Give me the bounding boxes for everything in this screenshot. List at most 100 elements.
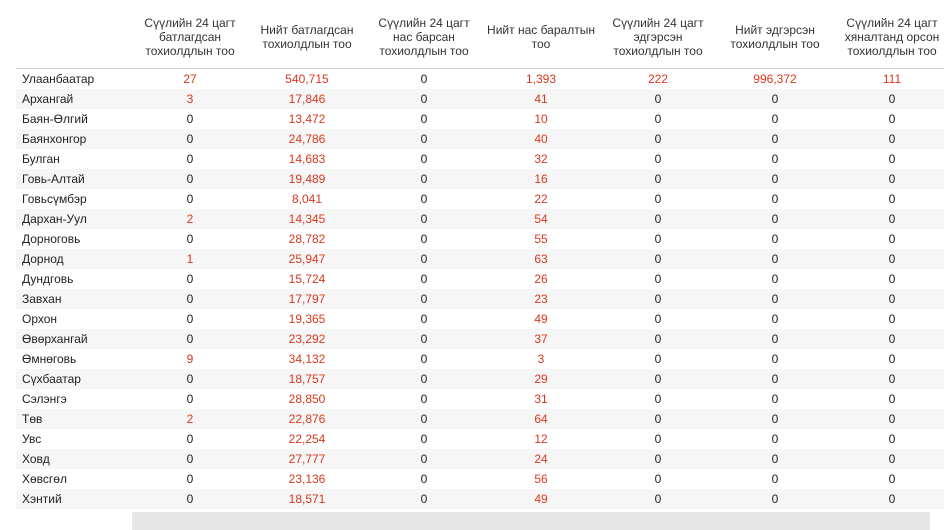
cell-value: 0: [771, 392, 779, 406]
cell-value: 0: [654, 332, 662, 346]
cell-value: 996,372: [753, 72, 797, 86]
cell-value: 0: [186, 272, 194, 286]
cell-value: 34,132: [288, 352, 326, 366]
cell-value: 0: [888, 232, 896, 246]
cell-value: 0: [888, 332, 896, 346]
region-name: Говь-Алтай: [22, 172, 85, 186]
region-name: Ховд: [22, 452, 50, 466]
cell-value: 0: [771, 252, 779, 266]
cell-value: 0: [888, 132, 896, 146]
cell-value: 0: [888, 152, 896, 166]
table-row: Дархан-Уул 2 14,345 0 54 0 0 0: [16, 209, 944, 229]
table-row: Сүхбаатар 0 18,757 0 29 0 0 0: [16, 369, 944, 389]
column-header: Сүүлийн 24 цагт батлагдсан тохиолдлын то…: [144, 16, 236, 58]
cell-value: 0: [420, 352, 428, 366]
cell-value: 0: [186, 432, 194, 446]
cell-value: 0: [654, 232, 662, 246]
cell-value: 0: [888, 252, 896, 266]
cell-value: 3: [186, 92, 194, 106]
cell-value: 0: [420, 232, 428, 246]
cell-value: 16: [534, 172, 548, 186]
cell-value: 0: [420, 492, 428, 506]
region-name: Дорноговь: [22, 232, 81, 246]
cell-value: 27: [183, 72, 197, 86]
cell-value: 0: [888, 272, 896, 286]
cell-value: 2: [186, 212, 194, 226]
cell-value: 40: [534, 132, 548, 146]
cell-value: 22: [534, 192, 548, 206]
table-row: Дорноговь 0 28,782 0 55 0 0 0: [16, 229, 944, 249]
cell-value: 0: [888, 172, 896, 186]
cell-value: 0: [888, 352, 896, 366]
cell-value: 0: [420, 432, 428, 446]
cell-value: 0: [186, 472, 194, 486]
cell-value: 28,782: [288, 232, 326, 246]
cell-value: 0: [654, 272, 662, 286]
cell-value: 0: [654, 292, 662, 306]
table-row: Хэнтий 0 18,571 0 49 0 0 0: [16, 489, 944, 509]
cell-value: 0: [771, 152, 779, 166]
cell-value: 0: [771, 212, 779, 226]
cell-value: 18,571: [288, 492, 326, 506]
cell-value: 0: [420, 452, 428, 466]
table-row: Сэлэнгэ 0 28,850 0 31 0 0 0: [16, 389, 944, 409]
cell-value: 0: [420, 212, 428, 226]
table-row: Говьсүмбэр 0 8,041 0 22 0 0 0: [16, 189, 944, 209]
cell-value: 0: [186, 152, 194, 166]
cell-value: 0: [654, 352, 662, 366]
cell-value: 0: [186, 232, 194, 246]
cell-value: 0: [654, 372, 662, 386]
cell-value: 0: [771, 372, 779, 386]
cell-value: 0: [771, 312, 779, 326]
region-name: Хөвсгөл: [22, 472, 67, 486]
cell-value: 0: [771, 452, 779, 466]
region-name: Улаанбаатар: [22, 72, 95, 86]
region-name: Увс: [22, 432, 42, 446]
cell-value: 2: [186, 412, 194, 426]
cell-value: 0: [771, 432, 779, 446]
cell-value: 0: [654, 112, 662, 126]
cell-value: 0: [654, 92, 662, 106]
cell-value: 0: [186, 172, 194, 186]
cell-value: 25,947: [288, 252, 326, 266]
cell-value: 0: [420, 332, 428, 346]
cell-value: 55: [534, 232, 548, 246]
cell-value: 31: [534, 392, 548, 406]
region-name: Булган: [22, 152, 60, 166]
region-name: Дархан-Уул: [22, 212, 87, 226]
cell-value: 13,472: [288, 112, 326, 126]
cell-value: 54: [534, 212, 548, 226]
cell-value: 63: [534, 252, 548, 266]
cell-value: 0: [654, 152, 662, 166]
column-header: Нийт эдгэрсэн тохиолдлын тоо: [730, 23, 820, 51]
cell-value: 0: [654, 312, 662, 326]
header-border: [16, 68, 944, 69]
table-row: Ховд 0 27,777 0 24 0 0 0: [16, 449, 944, 469]
cell-value: 0: [420, 132, 428, 146]
cell-value: 14,345: [288, 212, 326, 226]
scrollbar[interactable]: [132, 512, 930, 530]
cell-value: 0: [654, 432, 662, 446]
cell-value: 0: [186, 372, 194, 386]
column-header: Сүүлийн 24 цагт эдгэрсэн тохиолдлын тоо: [612, 16, 704, 58]
cell-value: 0: [420, 472, 428, 486]
cell-value: 0: [888, 312, 896, 326]
cell-value: 0: [420, 172, 428, 186]
cell-value: 56: [534, 472, 548, 486]
cell-value: 17,846: [288, 92, 326, 106]
cell-value: 41: [534, 92, 548, 106]
cell-value: 0: [771, 232, 779, 246]
region-name: Өмнөговь: [22, 352, 77, 366]
cell-value: 19,365: [288, 312, 326, 326]
cell-value: 0: [654, 412, 662, 426]
cell-value: 0: [654, 192, 662, 206]
cell-value: 0: [771, 332, 779, 346]
cell-value: 0: [888, 392, 896, 406]
table-row: Увс 0 22,254 0 12 0 0 0: [16, 429, 944, 449]
column-header: Сүүлийн 24 цагт нас барсан тохиолдлын то…: [378, 16, 470, 58]
column-header: Сүүлийн 24 цагт хяналтанд орсон тохиолдл…: [844, 16, 940, 58]
region-name: Дорнод: [22, 252, 64, 266]
cell-value: 0: [771, 472, 779, 486]
cell-value: 0: [888, 452, 896, 466]
cell-value: 0: [420, 152, 428, 166]
